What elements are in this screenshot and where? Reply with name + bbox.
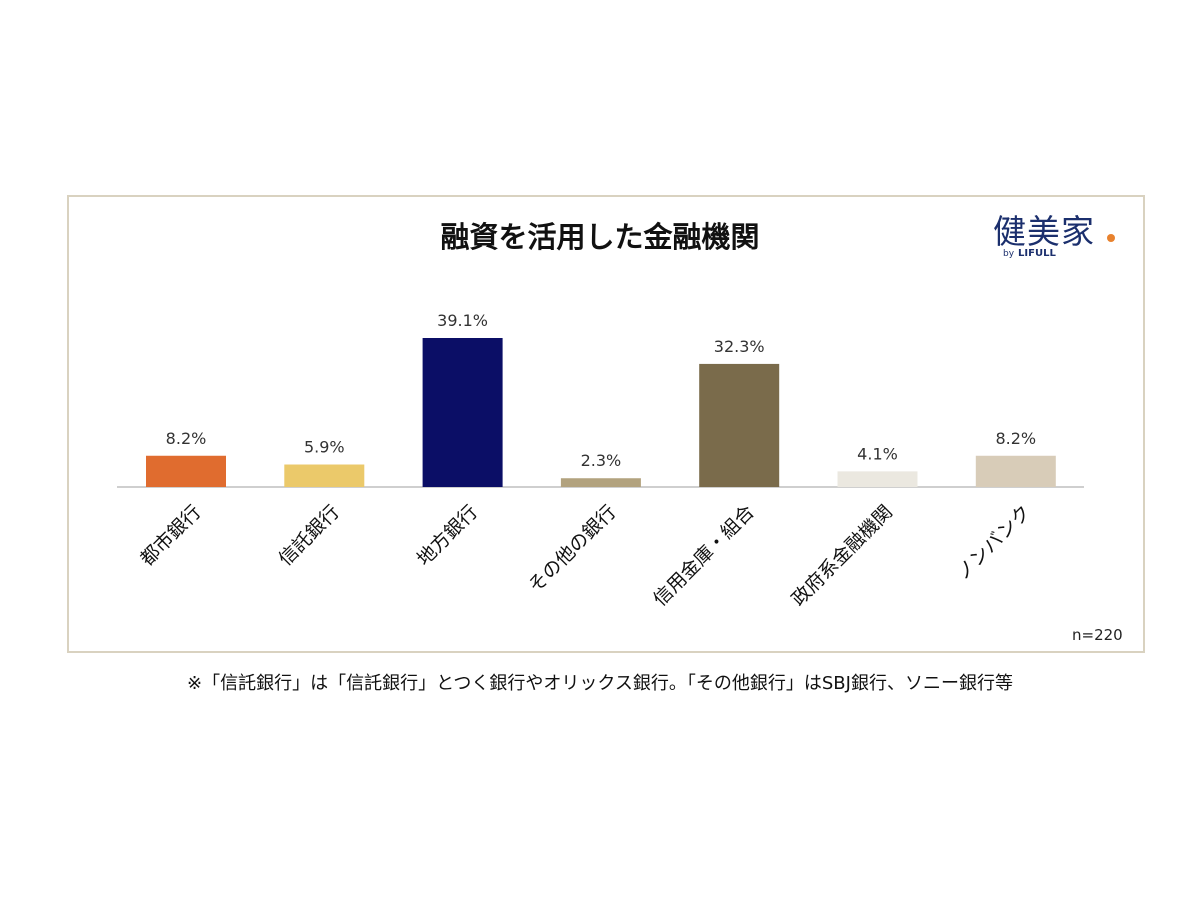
bar-1 bbox=[146, 455, 226, 487]
chart-title: 融資を活用した金融機関 bbox=[440, 220, 760, 254]
data-label-2: 5.9% bbox=[304, 438, 345, 457]
chart-frame bbox=[67, 195, 1145, 653]
sample-size-label: n=220 bbox=[1072, 626, 1123, 644]
category-label-3: 地方銀行 bbox=[413, 501, 482, 570]
category-label-5: 信用金庫・組合 bbox=[649, 501, 759, 611]
bar-6 bbox=[837, 471, 918, 487]
category-label-6: 政府系金融機関 bbox=[787, 501, 897, 611]
logo-byline: by LIFULL bbox=[1003, 248, 1056, 259]
logo-dot bbox=[1107, 234, 1115, 242]
category-label-7: ノンバンク bbox=[952, 501, 1035, 584]
data-label-7: 8.2% bbox=[995, 429, 1036, 448]
kenbiya-logo: 健美家 by LIFULL bbox=[993, 205, 1133, 265]
bar-3 bbox=[422, 338, 503, 487]
logo-by: by bbox=[1003, 249, 1015, 259]
data-label-3: 39.1% bbox=[437, 311, 488, 330]
bar-5 bbox=[699, 363, 780, 487]
category-label-2: 信託銀行 bbox=[275, 501, 344, 570]
data-label-4: 2.3% bbox=[581, 451, 622, 470]
logo-brand: LIFULL bbox=[1018, 248, 1056, 259]
data-label-1: 8.2% bbox=[166, 429, 207, 448]
footnote: ※「信託銀行」は「信託銀行」とつく銀行やオリックス銀行。「その他銀行」はSBJ銀… bbox=[187, 673, 1013, 694]
category-label-1: 都市銀行 bbox=[136, 501, 205, 570]
data-label-5: 32.3% bbox=[714, 337, 765, 356]
category-label-4: その他の銀行 bbox=[524, 501, 620, 597]
logo-wordmark: 健美家 bbox=[993, 212, 1095, 251]
bar-7 bbox=[975, 455, 1056, 487]
bar-4 bbox=[560, 478, 641, 487]
data-label-6: 4.1% bbox=[857, 444, 898, 463]
bar-2 bbox=[284, 464, 365, 487]
